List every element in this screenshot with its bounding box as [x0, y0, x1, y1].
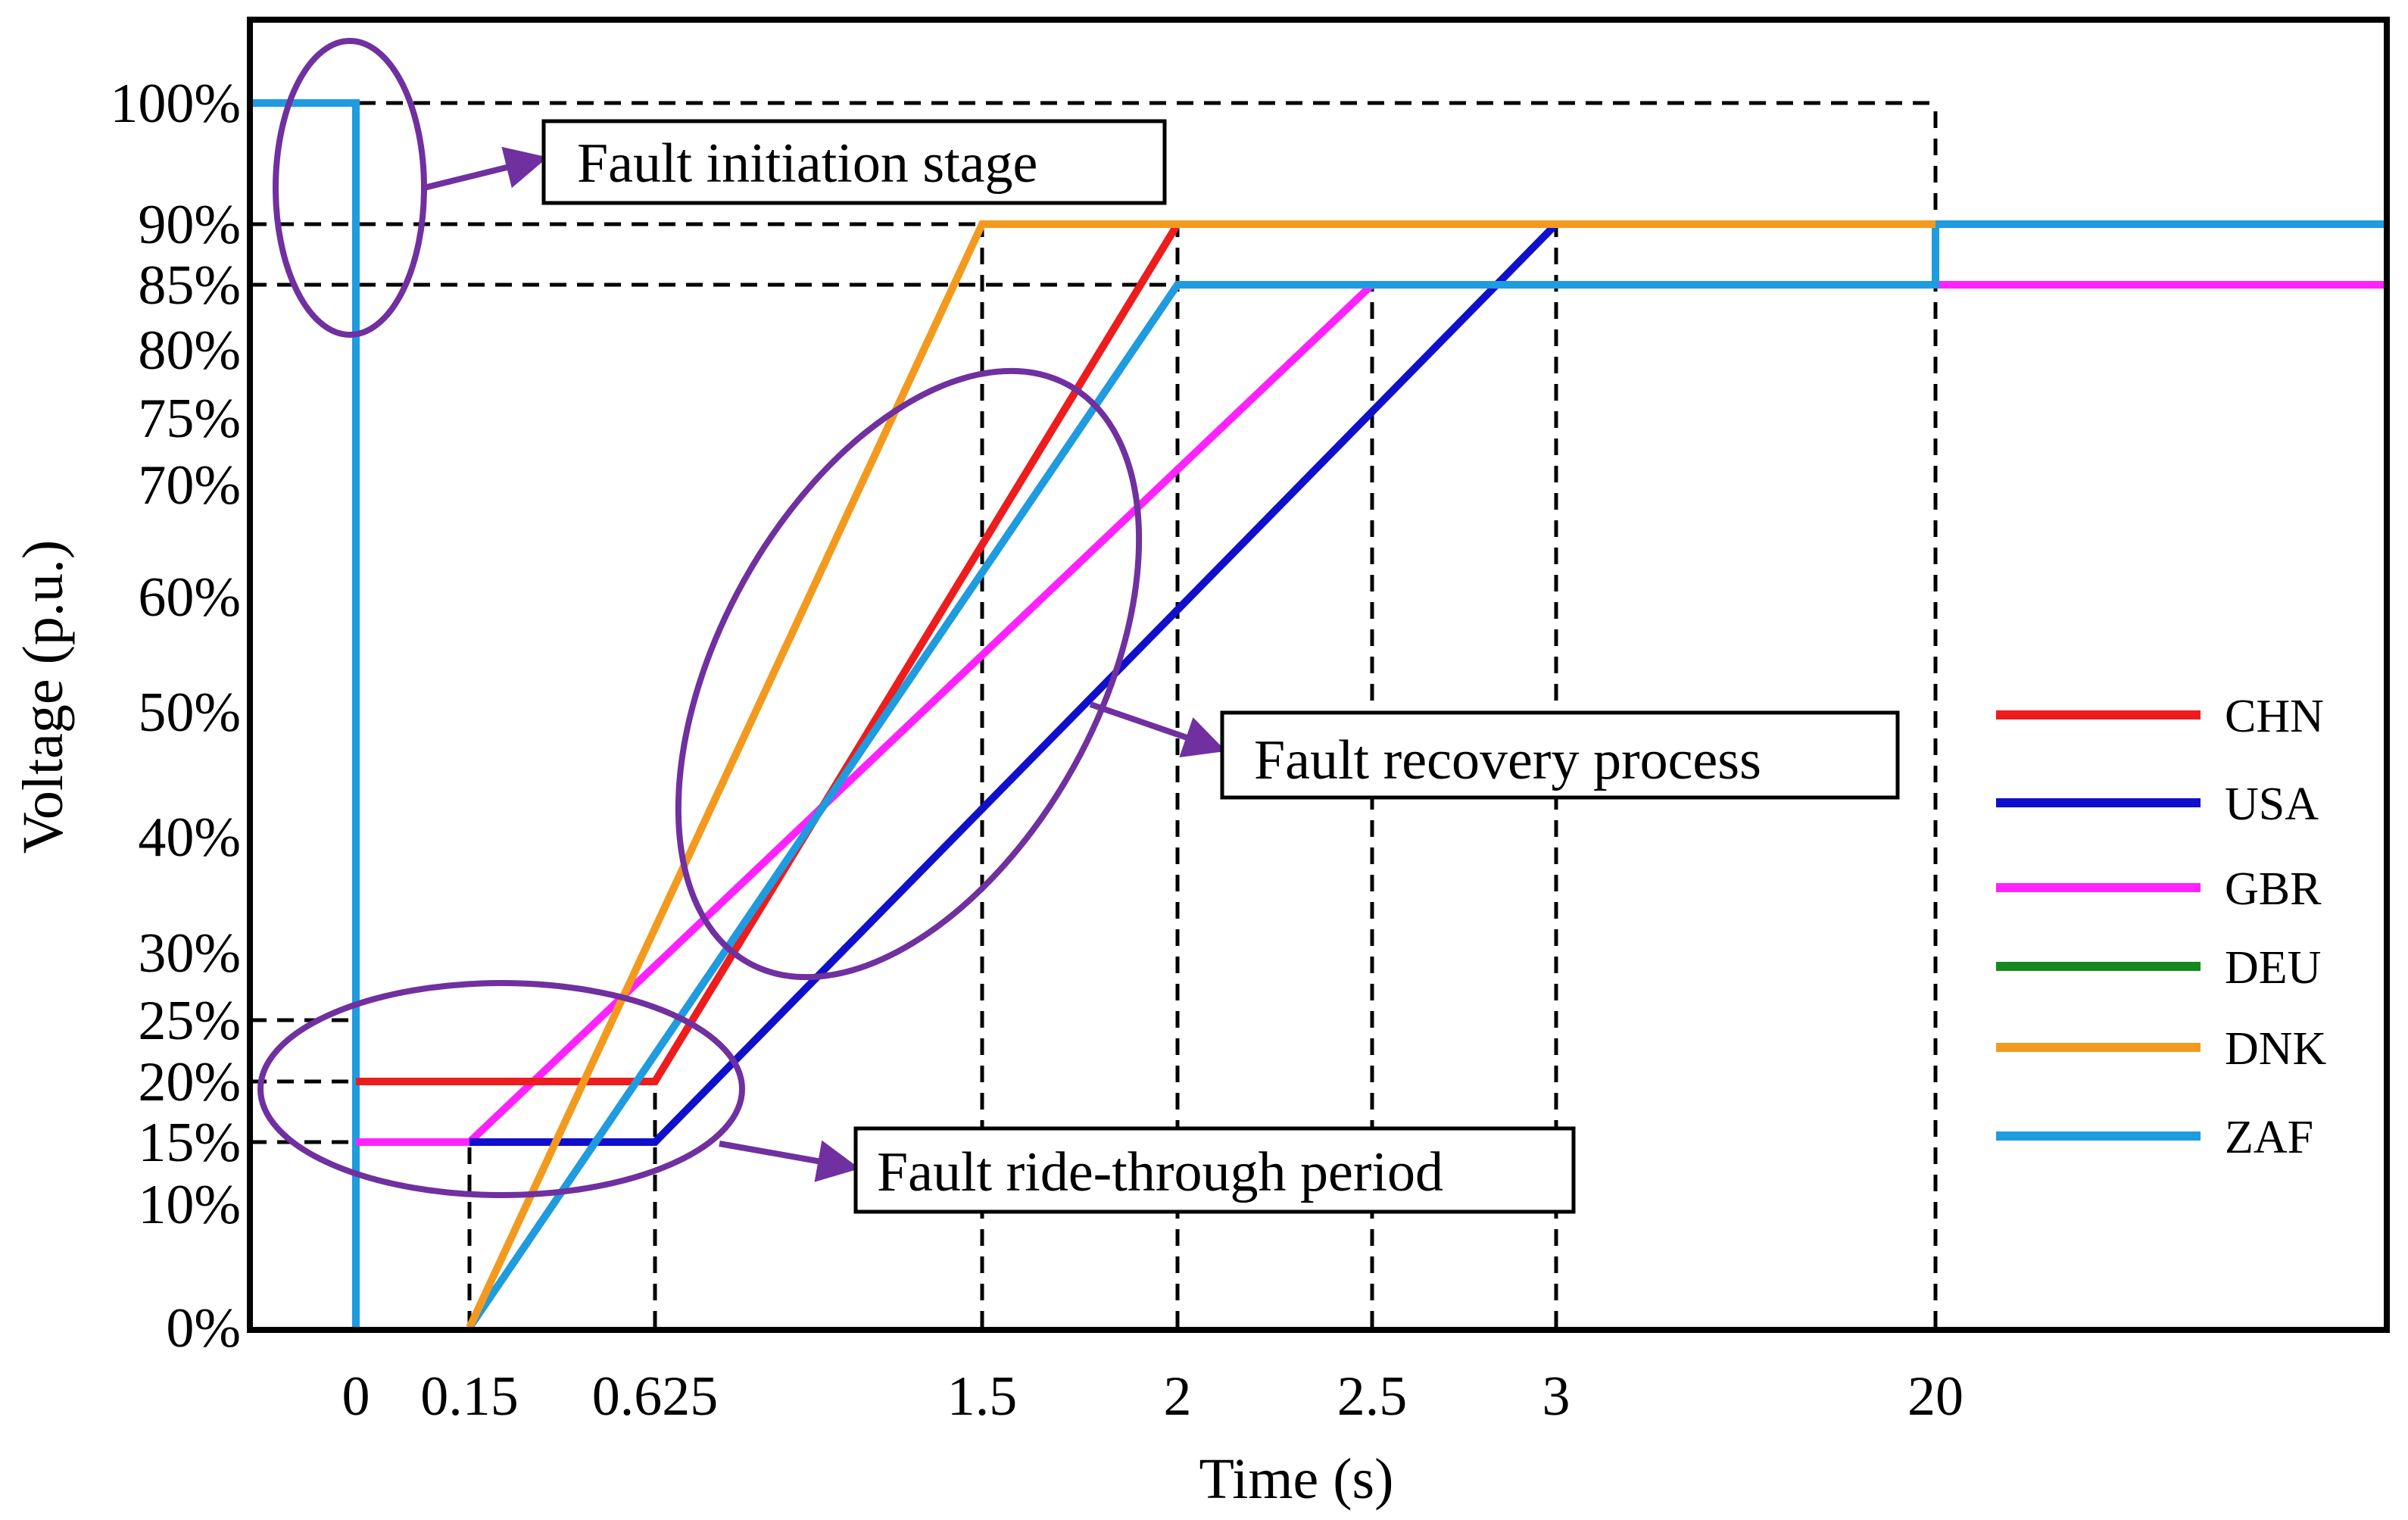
annotation-ellipse-recovery [675, 367, 1143, 981]
y-tick-label-85pct: 85% [138, 254, 241, 317]
plot-frame [247, 17, 2390, 1333]
legend-label-dnk: DNK [2225, 1023, 2327, 1075]
annotation-label-recovery: Fault recovery process [1254, 729, 1761, 791]
x-tick-label-0-625: 0.625 [592, 1366, 719, 1428]
y-tick-label-30pct: 30% [138, 922, 241, 985]
annotation-box-recovery [1220, 710, 1900, 800]
series-lines [250, 99, 2390, 1330]
x-tick-label-0: 0 [342, 1366, 370, 1428]
y-tick-label-100pct: 100% [110, 73, 241, 135]
legend-label-zaf: ZAF [2225, 1112, 2313, 1163]
series-line-usa-3 [469, 221, 1559, 1146]
x-tick-label-3: 3 [1542, 1366, 1571, 1428]
annotation-box-initiation [541, 119, 1167, 205]
y-tick-label-75pct: 75% [138, 388, 241, 450]
y-tick-label-20pct: 20% [138, 1051, 241, 1113]
annotation-ellipse-initiation [273, 38, 427, 338]
x-tick-label-1-5: 1.5 [947, 1366, 1018, 1428]
legend-label-deu: DEU [2225, 942, 2321, 994]
annotation-label-ridethrough: Fault ride-through period [877, 1141, 1443, 1203]
y-tick-label-60pct: 60% [138, 566, 241, 629]
y-tick-label-90pct: 90% [138, 194, 241, 256]
x-tick-label-0-15: 0.15 [420, 1366, 519, 1428]
x-tick-label-2: 2 [1164, 1366, 1192, 1428]
annotation-box-ridethrough [853, 1126, 1576, 1214]
legend-label-chn: CHN [2225, 691, 2324, 742]
legend-label-usa: USA [2225, 779, 2319, 830]
y-tick-label-50pct: 50% [138, 682, 241, 744]
y-tick-label-0pct: 0% [166, 1297, 241, 1359]
y-tick-label-80pct: 80% [138, 320, 241, 382]
x-tick-label-2-5: 2.5 [1337, 1366, 1408, 1428]
y-tick-label-25pct: 25% [138, 990, 241, 1052]
y-tick-label-15pct: 15% [138, 1112, 241, 1174]
annotation-arrow-ridethrough [719, 1140, 860, 1182]
x-tick-label-20: 20 [1907, 1366, 1964, 1428]
series-line-zaf-0 [250, 99, 360, 1328]
annotation-label-initiation: Fault initiation stage [577, 133, 1037, 195]
x-tick-labels: 0 0.15 0.625 1.5 2 2.5 3 20 [342, 1366, 1964, 1428]
y-tick-label-10pct: 10% [138, 1174, 241, 1236]
y-tick-label-70pct: 70% [138, 454, 241, 517]
y-tick-labels: 0% 10%15%20%25%30% 40% 50% 60% 70%75%80%85%90… [110, 73, 241, 1359]
y-tick-label-40pct: 40% [138, 807, 241, 869]
legend-label-gbr: GBR [2225, 863, 2322, 915]
series-line-chn-4 [356, 222, 1181, 1085]
y-axis-title: Voltage (p.u.) [11, 540, 75, 854]
annotation-arrow-recovery [1089, 701, 1227, 758]
annotation-ellipse-ridethrough [257, 980, 745, 1198]
legend: CHN USA GBR DEU DNK ZAF [1996, 691, 2327, 1163]
annotations: Fault initiation stage Fault recovery pro… [257, 38, 1900, 1214]
annotation-arrow-initiation [423, 146, 548, 191]
series-line-dnk-6 [466, 220, 1935, 1330]
x-axis-title: Time (s) [1199, 1447, 1394, 1511]
series-line-zaf-5 [466, 220, 2390, 1330]
